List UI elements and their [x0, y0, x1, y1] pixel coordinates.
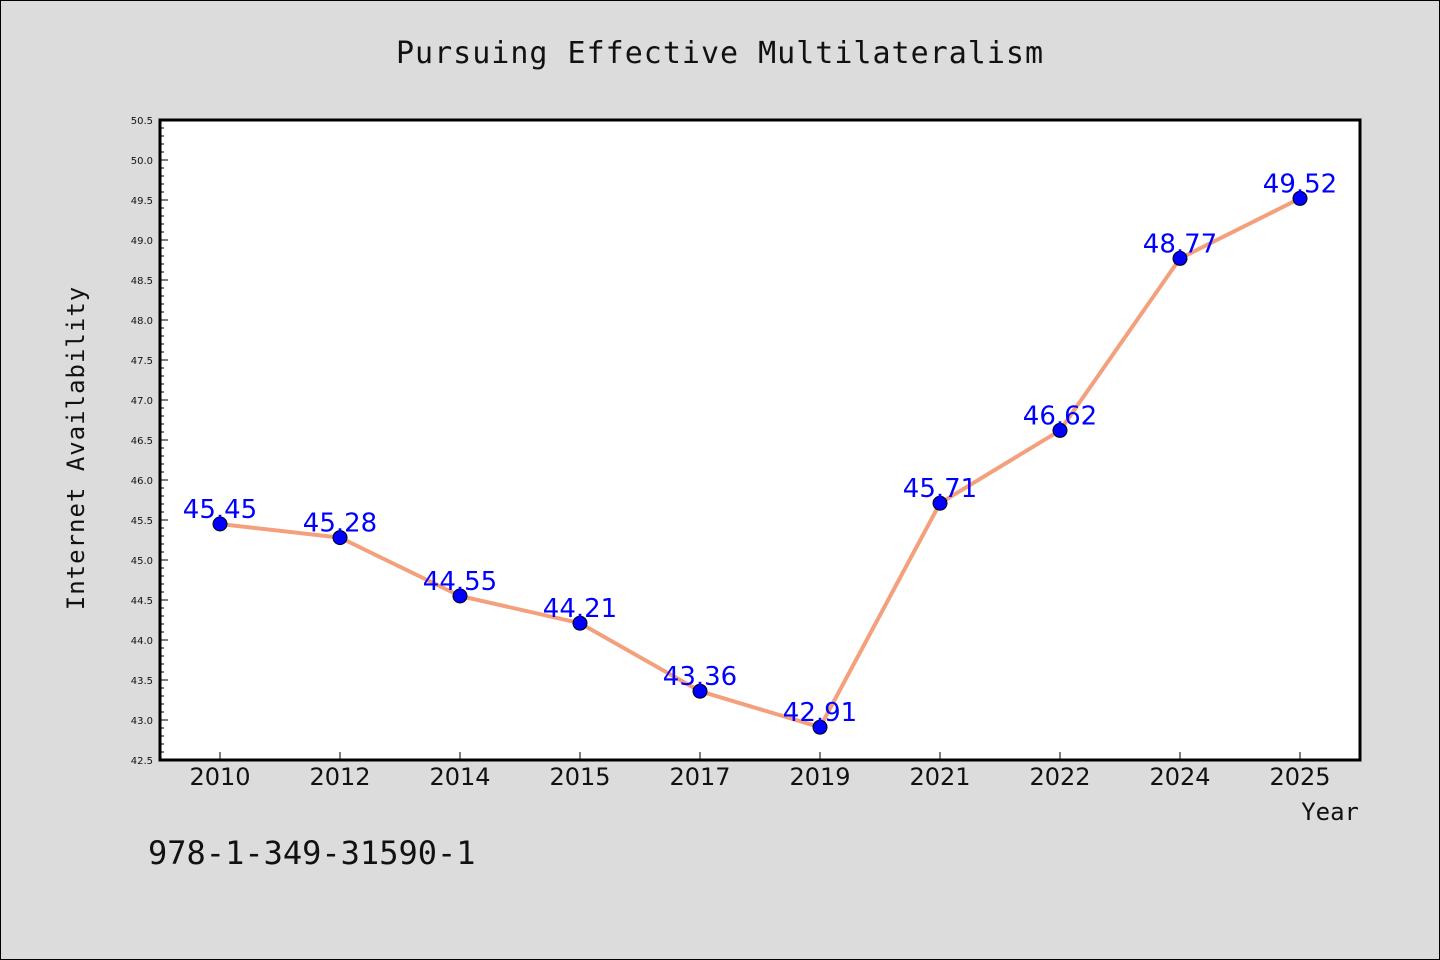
y-tick-label: 45.0	[131, 556, 153, 567]
data-point-marker	[812, 719, 828, 735]
x-tick-label: 2022	[1029, 763, 1090, 791]
data-point-marker	[1292, 190, 1308, 206]
x-tick-label: 2014	[429, 763, 490, 791]
data-label: 44.55	[423, 567, 497, 597]
isbn-text: 978-1-349-31590-1	[148, 834, 476, 872]
y-tick-label: 49.0	[131, 236, 153, 247]
chart-title: Pursuing Effective Multilateralism	[396, 36, 1044, 71]
x-tick-label: 2015	[549, 763, 610, 791]
y-tick-label: 44.0	[131, 636, 153, 647]
y-tick-label: 50.0	[131, 156, 153, 167]
y-tick-label: 42.5	[131, 756, 153, 767]
data-point-marker	[1172, 250, 1188, 266]
data-point-marker	[332, 530, 348, 546]
y-tick-label: 47.5	[131, 356, 153, 367]
data-label: 48.77	[1143, 229, 1217, 259]
data-label: 49.52	[1263, 169, 1337, 199]
x-tick-label: 2012	[309, 763, 370, 791]
y-tick-label: 45.5	[131, 516, 153, 527]
y-tick-label: 46.0	[131, 476, 153, 487]
plot-border	[158, 118, 1362, 762]
x-tick-label: 2024	[1149, 763, 1210, 791]
series-line-group	[212, 190, 1308, 735]
y-tick-label: 48.0	[131, 316, 153, 327]
x-axis-label: Year	[1301, 798, 1359, 826]
y-tick-label: 44.5	[131, 596, 153, 607]
data-point-marker	[452, 588, 468, 604]
data-label: 45.28	[303, 509, 377, 539]
y-axis-label: Internet Availability	[62, 286, 90, 610]
data-point-marker	[692, 683, 708, 699]
x-axis: 2010 2012 2014 2015 2017 2019 2021 2022 2024 2025	[189, 752, 1331, 791]
data-label: 43.36	[663, 662, 737, 692]
data-label: 45.45	[183, 495, 257, 525]
y-tick-label: 49.5	[131, 196, 153, 207]
x-tick-label: 2010	[189, 763, 250, 791]
x-tick-label: 2017	[669, 763, 730, 791]
y-tick-label: 47.0	[131, 396, 153, 407]
y-tick-label: 46.5	[131, 436, 153, 447]
x-tick-label: 2021	[909, 763, 970, 791]
data-point-marker	[932, 495, 948, 511]
x-tick-label: 2025	[1269, 763, 1330, 791]
data-point-marker	[212, 516, 228, 532]
y-tick-label: 43.0	[131, 716, 153, 727]
series-line	[219, 196, 1301, 730]
plot-area	[160, 120, 1360, 760]
data-label: 44.21	[543, 594, 617, 624]
data-point-marker	[1052, 422, 1068, 438]
data-label: 42.91	[783, 698, 857, 728]
data-labels: 45.45 45.28 44.55 44.21 43.36 42.91 45.71 46.62…	[183, 169, 1337, 728]
x-tick-label: 2019	[789, 763, 850, 791]
y-tick-label: 50.5	[131, 116, 153, 127]
y-tick-label: 48.5	[131, 276, 153, 287]
data-label: 45.71	[903, 474, 977, 504]
data-label: 46.62	[1023, 401, 1097, 431]
data-point-marker	[572, 615, 588, 631]
y-tick-label: 43.5	[131, 676, 153, 687]
